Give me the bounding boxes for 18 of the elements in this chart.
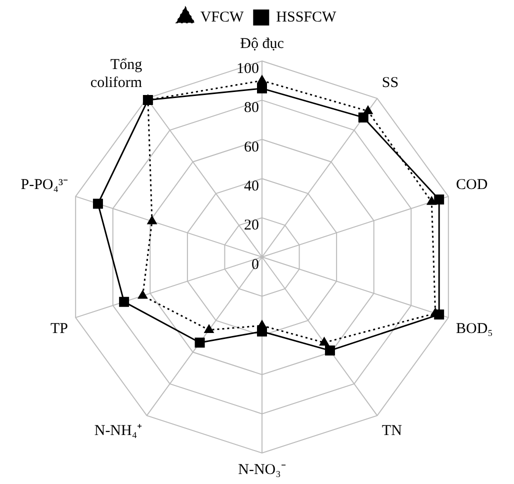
- spoke-label: Độ đục: [240, 36, 284, 52]
- y-tick-label: 0: [252, 256, 259, 273]
- spoke-label: Tổng coliform: [90, 56, 143, 91]
- y-tick-label: 60: [244, 139, 259, 156]
- spoke-label: N-NH₄⁺: [94, 422, 142, 439]
- y-tick-label: 20: [244, 218, 259, 234]
- legend-label: VFCW: [200, 9, 244, 26]
- y-tick-label: 40: [244, 178, 259, 195]
- y-tick-label: 100: [236, 60, 259, 77]
- spoke-label: SS: [382, 74, 399, 91]
- spoke-label: P-PO₄³⁻: [20, 176, 68, 193]
- spoke-label: BOD₅: [456, 320, 493, 337]
- spoke-label: TP: [50, 320, 68, 337]
- spoke-label: COD: [456, 176, 488, 193]
- legend-label: HSSFCW: [276, 9, 338, 26]
- y-tick-label: 80: [244, 100, 259, 116]
- spoke-label: TN: [382, 422, 402, 439]
- spoke-label: N-NO₃⁻: [238, 462, 286, 478]
